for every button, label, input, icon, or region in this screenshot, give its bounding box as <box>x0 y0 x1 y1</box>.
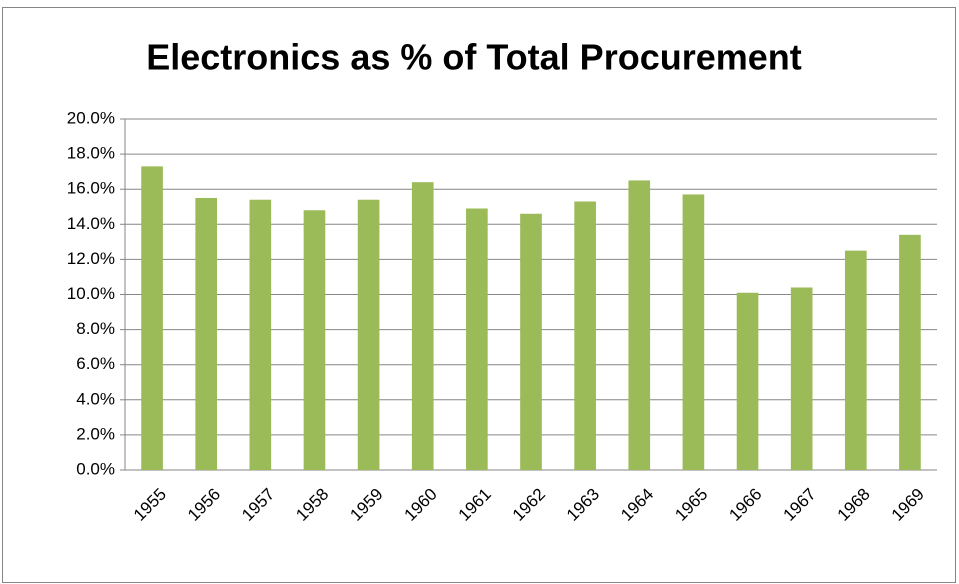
y-tick-label: 2.0% <box>76 424 115 443</box>
bar <box>520 213 542 470</box>
bar <box>574 201 596 471</box>
bar <box>195 197 218 470</box>
bar <box>790 287 813 470</box>
bar <box>899 234 921 470</box>
bar <box>736 292 759 470</box>
bar <box>411 182 434 470</box>
y-tick-label: 4.0% <box>76 389 115 408</box>
y-tick-label: 10.0% <box>67 284 115 303</box>
bar <box>249 199 272 471</box>
bar <box>628 180 651 471</box>
y-tick-label: 8.0% <box>76 319 115 338</box>
bar <box>844 250 867 470</box>
bar <box>466 208 488 470</box>
bar <box>357 199 380 471</box>
y-tick-label: 20.0% <box>67 108 115 127</box>
chart-title: Electronics as % of Total Procurement <box>146 37 802 78</box>
y-tick-label: 16.0% <box>67 179 115 198</box>
y-tick-label: 14.0% <box>67 214 115 233</box>
bar <box>303 210 326 470</box>
y-tick-label: 6.0% <box>76 354 115 373</box>
bar <box>141 166 163 470</box>
y-tick-label: 0.0% <box>76 459 115 478</box>
y-tick-label: 18.0% <box>67 144 115 163</box>
y-tick-label: 12.0% <box>67 249 115 268</box>
bar <box>682 194 705 470</box>
